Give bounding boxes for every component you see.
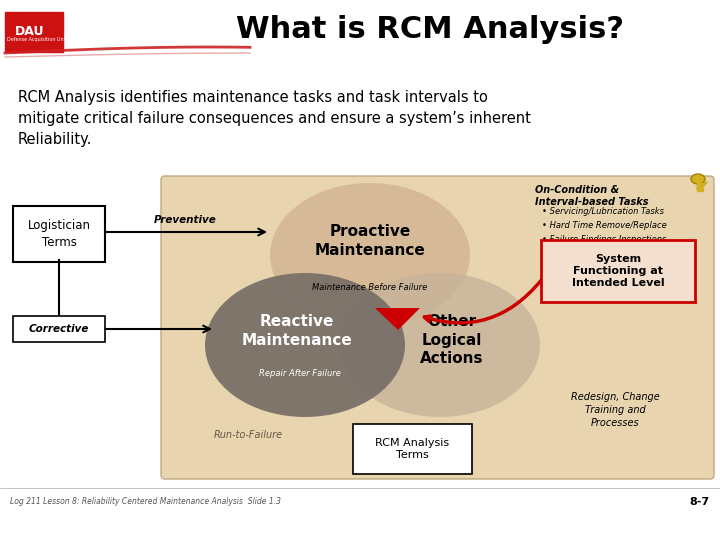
Text: DAU: DAU [15, 25, 45, 38]
FancyBboxPatch shape [161, 176, 714, 479]
Text: On-Condition &
Interval-based Tasks: On-Condition & Interval-based Tasks [535, 185, 649, 207]
Text: Preventive: Preventive [153, 215, 217, 225]
Text: Reactive
Maintenance: Reactive Maintenance [242, 314, 352, 348]
Bar [5, 12, 63, 52]
Bar [699, 183, 703, 186]
Text: Defense Acquisition University: Defense Acquisition University [7, 37, 82, 42]
Ellipse shape [270, 183, 470, 327]
FancyBboxPatch shape [541, 240, 695, 302]
Text: ✔: ✔ [694, 179, 710, 198]
Text: • Hard Time Remove/Replace: • Hard Time Remove/Replace [542, 221, 667, 230]
Text: Logistician
Terms: Logistician Terms [27, 219, 91, 248]
Text: Proactive
Maintenance: Proactive Maintenance [315, 224, 426, 258]
Text: Redesign, Change
Training and
Processes: Redesign, Change Training and Processes [571, 392, 660, 428]
Text: 8-7: 8-7 [690, 497, 710, 507]
Text: What is RCM Analysis?: What is RCM Analysis? [236, 16, 624, 44]
Polygon shape [375, 308, 420, 330]
Bar [697, 179, 700, 191]
FancyBboxPatch shape [353, 424, 472, 474]
Text: Other
Logical
Actions: Other Logical Actions [420, 314, 484, 366]
Text: Run-to-Failure: Run-to-Failure [213, 430, 282, 440]
Text: Corrective: Corrective [29, 324, 89, 334]
Ellipse shape [205, 273, 405, 417]
Text: Log 211 Lesson 8: Reliability Centered Maintenance Analysis  Slide 1.3: Log 211 Lesson 8: Reliability Centered M… [10, 497, 281, 507]
Text: RCM Analysis identifies maintenance tasks and task intervals to
mitigate critica: RCM Analysis identifies maintenance task… [18, 90, 531, 147]
FancyBboxPatch shape [13, 316, 105, 342]
Text: Repair After Failure: Repair After Failure [259, 368, 341, 377]
Text: Maintenance Before Failure: Maintenance Before Failure [312, 282, 428, 292]
Ellipse shape [691, 174, 705, 184]
Text: System
Functioning at
Intended Level: System Functioning at Intended Level [572, 254, 665, 288]
Text: • Servicing/Lubrication Tasks: • Servicing/Lubrication Tasks [542, 207, 664, 216]
Ellipse shape [340, 273, 540, 417]
FancyBboxPatch shape [13, 206, 105, 262]
Bar [699, 188, 703, 191]
Text: • Failure Findings Inspections: • Failure Findings Inspections [542, 235, 667, 244]
Text: RCM Analysis
Terms: RCM Analysis Terms [375, 438, 449, 460]
Bar [0, 0, 720, 80]
